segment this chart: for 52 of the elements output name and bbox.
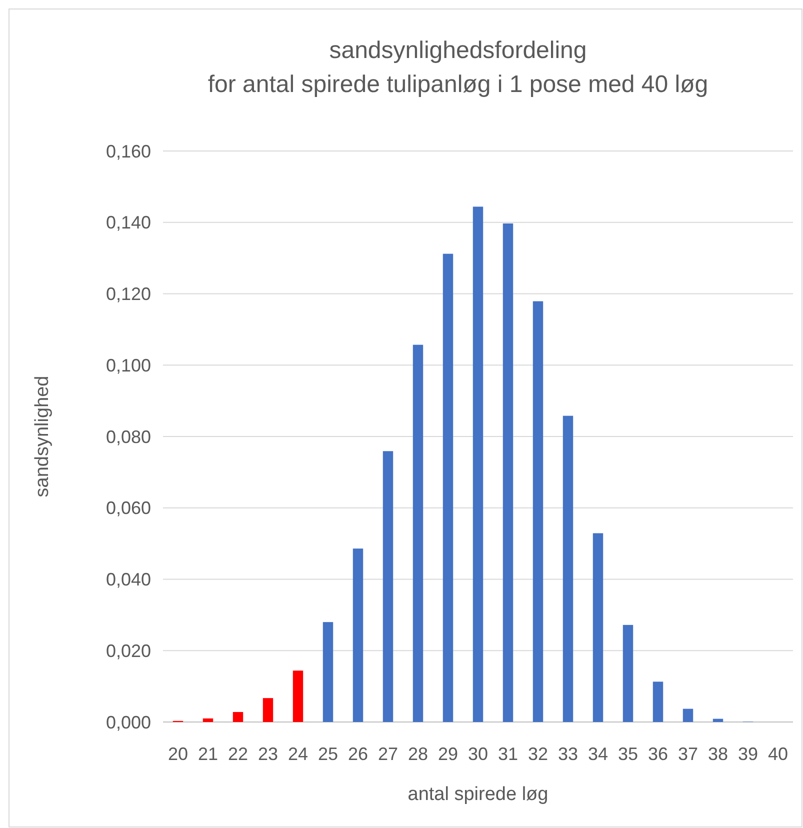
x-tick-label: 38 bbox=[708, 744, 728, 764]
bar bbox=[622, 624, 634, 722]
bar bbox=[532, 301, 544, 722]
x-tick-label: 28 bbox=[408, 744, 428, 764]
x-tick-label: 23 bbox=[258, 744, 278, 764]
y-tick-label: 0,020 bbox=[106, 640, 151, 661]
y-tick-label: 0,100 bbox=[106, 355, 151, 376]
bar bbox=[652, 682, 664, 722]
x-tick-label: 34 bbox=[588, 744, 608, 764]
bar bbox=[322, 622, 334, 722]
y-tick-label: 0,120 bbox=[106, 284, 151, 304]
x-tick-label: 29 bbox=[438, 744, 458, 764]
bar bbox=[202, 718, 214, 722]
x-tick-label: 26 bbox=[348, 744, 368, 764]
x-tick-label: 32 bbox=[528, 744, 548, 764]
x-axis-title: antal spirede løg bbox=[408, 784, 548, 805]
y-tick-label: 0,160 bbox=[106, 141, 151, 162]
bar bbox=[472, 206, 484, 722]
x-tick-label: 35 bbox=[618, 744, 638, 764]
y-tick-label: 0,080 bbox=[106, 426, 151, 447]
chart-subtitle: for antal spirede tulipanløg i 1 pose med 40 løg bbox=[208, 71, 708, 98]
bar bbox=[352, 548, 364, 722]
bar bbox=[262, 698, 274, 722]
y-tick-label: 0,000 bbox=[106, 712, 151, 732]
x-tick-label: 21 bbox=[198, 744, 218, 764]
chart-title: sandsynlighedsfordeling bbox=[329, 37, 587, 64]
bar bbox=[232, 712, 244, 722]
x-tick-label: 31 bbox=[498, 744, 518, 764]
bar bbox=[292, 670, 304, 722]
x-tick-label: 37 bbox=[678, 744, 698, 764]
x-tick-label: 24 bbox=[288, 744, 308, 764]
y-axis-title: sandsynlighed bbox=[32, 376, 53, 498]
bar bbox=[592, 533, 604, 722]
bar bbox=[442, 254, 454, 722]
x-tick-label: 40 bbox=[768, 744, 788, 764]
x-tick-label: 22 bbox=[228, 744, 248, 764]
x-tick-label: 39 bbox=[738, 744, 758, 764]
x-tick-label: 27 bbox=[378, 744, 398, 764]
y-tick-label: 0,060 bbox=[106, 498, 151, 518]
bar bbox=[682, 708, 694, 722]
y-tick-label: 0,140 bbox=[106, 212, 151, 233]
bar bbox=[712, 718, 724, 722]
bar bbox=[412, 344, 424, 722]
x-tick-label: 30 bbox=[468, 744, 488, 764]
x-tick-label: 33 bbox=[558, 744, 578, 764]
bar bbox=[562, 416, 574, 722]
bar bbox=[502, 223, 514, 722]
x-tick-label: 20 bbox=[168, 744, 188, 764]
y-tick-label: 0,040 bbox=[106, 570, 151, 590]
x-tick-label: 25 bbox=[318, 744, 338, 764]
bar bbox=[382, 451, 394, 722]
x-tick-label: 36 bbox=[648, 744, 668, 764]
